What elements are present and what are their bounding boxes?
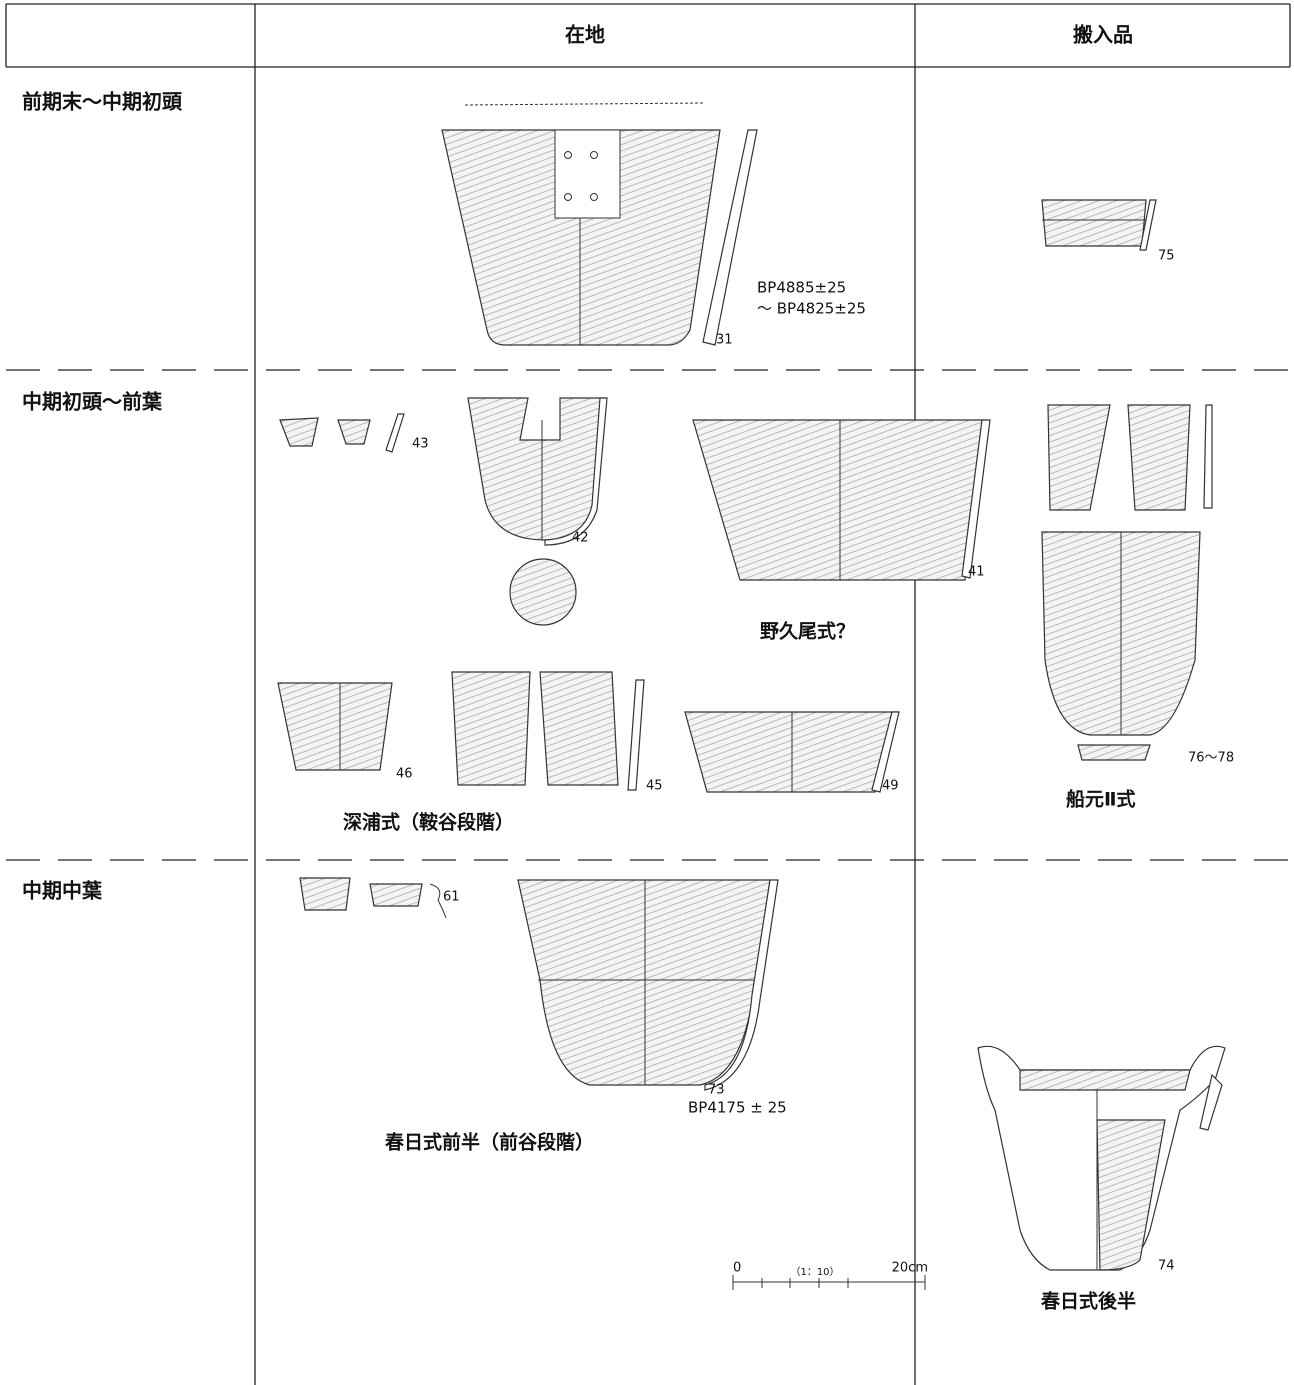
figure-number: 74 (1158, 1259, 1175, 1274)
scale-label: （1：10） (790, 1266, 839, 1278)
table-rules (5, 3, 1291, 1385)
date-label: BP4175 ± 25 (688, 1099, 787, 1117)
figure-number: 46 (396, 767, 413, 782)
type-label: 野久尾式？ (760, 620, 855, 643)
figure-number: 75 (1158, 249, 1175, 264)
pottery-drawing (441, 102, 1157, 346)
figure-number: 73 (708, 1083, 725, 1098)
figure-number: 43 (412, 437, 429, 452)
period-label: 中期中葉 (22, 879, 103, 903)
pottery-drawing (277, 397, 1213, 793)
figure-number: 42 (572, 531, 589, 546)
figure-number: 49 (882, 779, 899, 794)
figure-number: 31 (716, 333, 733, 348)
date-label: 〜 BP4825±25 (757, 300, 866, 318)
scale-label: 20cm (892, 1261, 928, 1276)
column-header: 在地 (565, 23, 605, 47)
pottery-drawing (299, 877, 1226, 1271)
scale-bar (732, 1275, 926, 1290)
period-label: 前期末〜中期初頭 (22, 90, 183, 114)
column-header: 搬入品 (1073, 23, 1133, 47)
figure-number: 76〜78 (1188, 751, 1234, 766)
figure-number: 41 (968, 565, 985, 580)
period-label: 中期初頭〜前葉 (22, 390, 163, 414)
date-label: BP4885±25 (757, 279, 846, 297)
type-label: 船元Ⅱ式 (1066, 788, 1136, 811)
figure-number: 45 (646, 779, 663, 794)
type-label: 春日式前半（前谷段階） (385, 1131, 594, 1154)
scale-label: 0 (733, 1261, 741, 1276)
type-label: 春日式後半 (1041, 1290, 1136, 1313)
figure-number: 61 (443, 890, 460, 905)
type-label: 深浦式（鞍谷段階） (343, 811, 514, 834)
